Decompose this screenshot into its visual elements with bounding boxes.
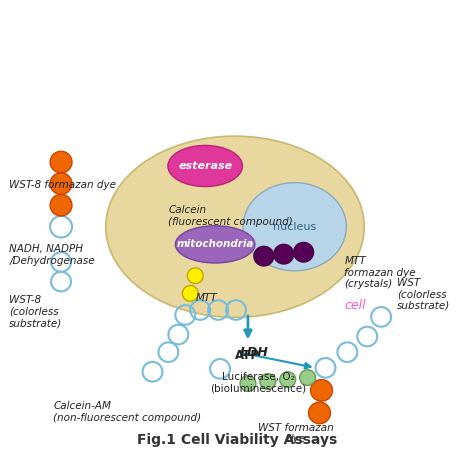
Text: MTT: MTT xyxy=(195,293,217,303)
Circle shape xyxy=(310,380,332,401)
Circle shape xyxy=(50,173,72,194)
Circle shape xyxy=(274,244,294,264)
Ellipse shape xyxy=(106,136,364,317)
Text: esterase: esterase xyxy=(178,161,232,171)
Circle shape xyxy=(187,268,203,284)
Ellipse shape xyxy=(243,183,346,271)
Text: WST formazan
dye: WST formazan dye xyxy=(258,423,334,444)
Circle shape xyxy=(300,370,316,386)
Circle shape xyxy=(254,246,274,266)
Circle shape xyxy=(50,151,72,173)
Ellipse shape xyxy=(168,145,243,187)
Text: Fig.1 Cell Viability Assays: Fig.1 Cell Viability Assays xyxy=(137,432,337,446)
Text: LDH: LDH xyxy=(240,346,269,359)
Text: ATP: ATP xyxy=(236,349,260,362)
Text: Luciferase, O₂
(bioluminescence): Luciferase, O₂ (bioluminescence) xyxy=(210,372,306,393)
Text: NADH, NADPH
/Dehydrogenase: NADH, NADPH /Dehydrogenase xyxy=(9,244,95,266)
Text: WST-8
(colorless
substrate): WST-8 (colorless substrate) xyxy=(9,295,63,328)
Text: Calcein-AM
(non-fluorescent compound): Calcein-AM (non-fluorescent compound) xyxy=(53,401,201,423)
Circle shape xyxy=(309,402,330,424)
Circle shape xyxy=(294,243,313,262)
Circle shape xyxy=(240,376,256,392)
Circle shape xyxy=(50,194,72,216)
Text: WST
(colorless
substrate): WST (colorless substrate) xyxy=(397,278,450,311)
Text: MTT
formazan dye
(crystals): MTT formazan dye (crystals) xyxy=(345,256,416,289)
Text: Calcein
(fluorescent compound): Calcein (fluorescent compound) xyxy=(168,205,293,227)
Ellipse shape xyxy=(175,226,255,263)
Text: mitochondria: mitochondria xyxy=(176,239,254,249)
Circle shape xyxy=(260,374,276,389)
Text: nucleus: nucleus xyxy=(273,222,316,232)
Circle shape xyxy=(182,286,198,301)
Text: cell: cell xyxy=(345,299,366,312)
Text: WST-8 formazan dye: WST-8 formazan dye xyxy=(9,180,116,190)
Circle shape xyxy=(280,372,296,387)
